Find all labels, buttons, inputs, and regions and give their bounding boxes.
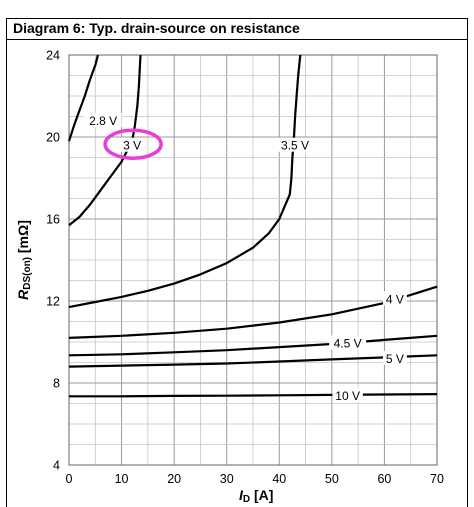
- x-tick-label: 50: [325, 472, 339, 486]
- curve-label-bg: [329, 335, 367, 350]
- curve-label-bg: [120, 137, 144, 152]
- plot-border: [68, 54, 438, 466]
- curve-label-bg: [276, 137, 314, 152]
- x-tick-label: 40: [272, 472, 286, 486]
- x-tick-label: 70: [430, 472, 444, 486]
- y-axis-label: RDS(on) [mΩ]: [15, 220, 33, 300]
- y-tick-labels: 4 8 12 16 20 24: [46, 49, 60, 473]
- y-tick-label: 4: [53, 459, 60, 473]
- series-line: [69, 393, 438, 398]
- curve-label-bg: [383, 291, 407, 306]
- curve-label-bg: [84, 113, 122, 128]
- curve-label-bg: [332, 387, 363, 402]
- curve-label: 4 V: [386, 292, 404, 306]
- y-tick-label: 8: [53, 377, 60, 391]
- x-axis-label: ID [A]: [239, 487, 273, 505]
- curve-label: 5 V: [386, 352, 404, 366]
- y-tick-label: 16: [46, 213, 60, 227]
- x-tick-label: 10: [115, 472, 129, 486]
- x-tick-labels: 0 10 20 30 40 50 60 70: [66, 472, 444, 486]
- curve-labels: 2.8 V 3 V 3.5 V 4 V 4.5 V 5 V 10 V: [84, 113, 407, 403]
- curve-label: 10 V: [335, 389, 360, 403]
- x-tick-label: 30: [220, 472, 234, 486]
- curve-label: 4.5 V: [334, 337, 362, 351]
- series-line: [68, 54, 302, 309]
- curve-label: 3.5 V: [281, 139, 309, 153]
- curve-label-bg: [383, 350, 407, 365]
- y-axis-label-text: RDS(on) [mΩ]: [15, 220, 33, 300]
- chart-title: Diagram 6: Typ. drain-source on resistan…: [6, 18, 468, 40]
- series-line: [68, 334, 438, 357]
- grid: [68, 54, 438, 466]
- series-line: [67, 54, 99, 142]
- highlight-ellipse: [103, 128, 163, 160]
- y-tick-label: 12: [46, 295, 60, 309]
- chart-frame: [6, 18, 468, 507]
- y-tick-label: 20: [46, 131, 60, 145]
- x-axis-label-text: ID [A]: [239, 487, 273, 505]
- series-line: [68, 354, 438, 368]
- x-tick-label: 60: [377, 472, 391, 486]
- curve-label: 2.8 V: [89, 114, 117, 128]
- curve-label: 3 V: [123, 139, 141, 153]
- x-tick-label: 20: [167, 472, 181, 486]
- y-tick-label: 24: [46, 49, 60, 63]
- x-tick-label: 0: [66, 472, 73, 486]
